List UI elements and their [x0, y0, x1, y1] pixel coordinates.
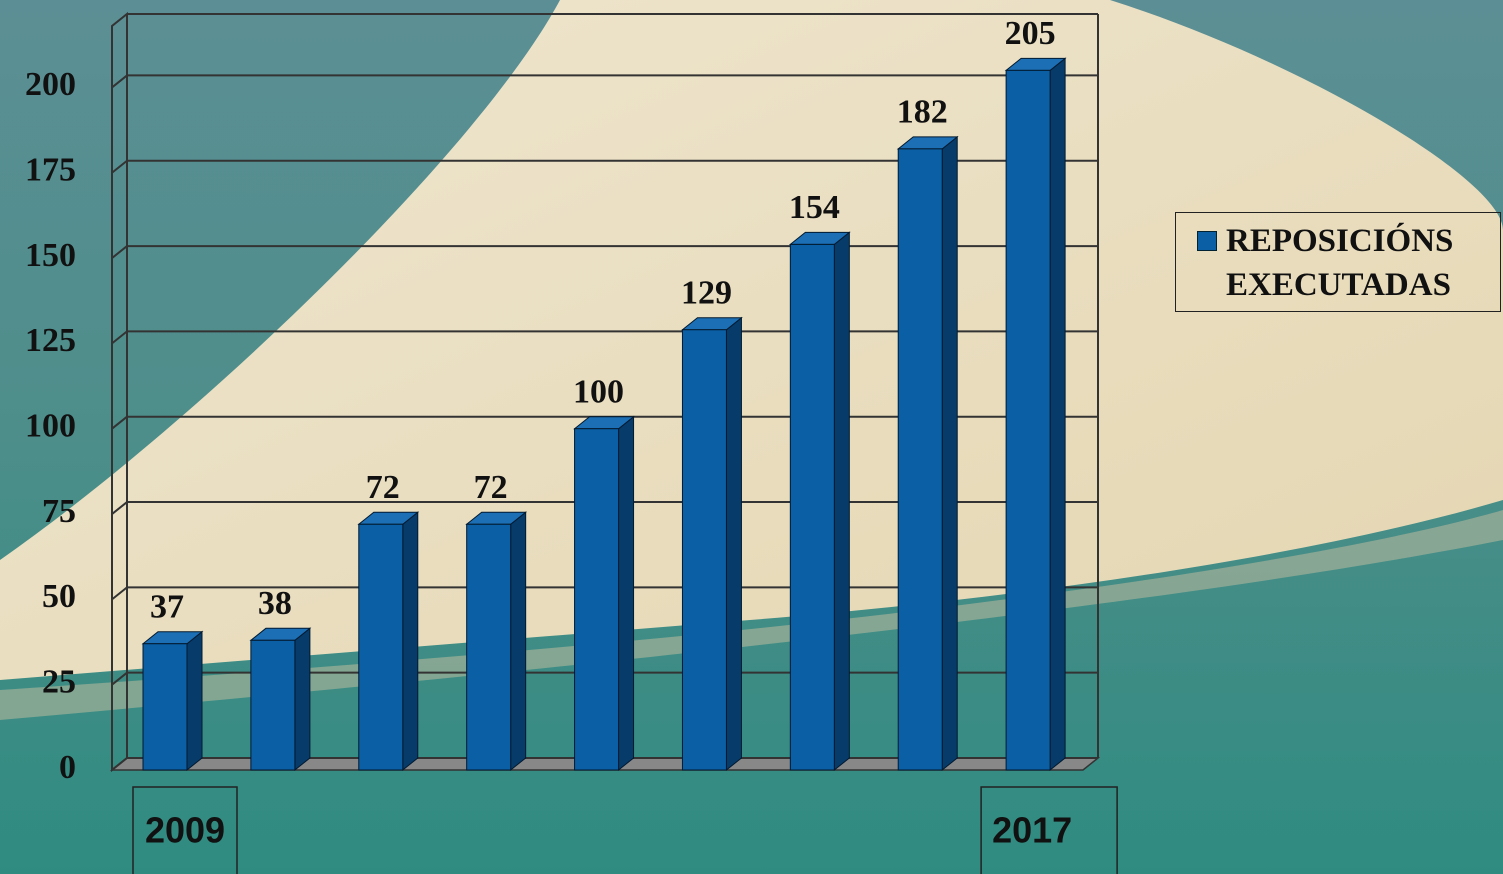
bar-side — [402, 511, 419, 772]
y-tick-label: 125 — [25, 322, 76, 359]
bar — [681, 329, 727, 771]
x-tick-label: 2009 — [145, 810, 225, 851]
category-box — [132, 786, 238, 874]
y-tick-label: 100 — [25, 408, 76, 445]
grid-line-side — [111, 757, 128, 771]
bar-side — [1049, 57, 1066, 772]
bar-side — [294, 627, 311, 772]
y-tick-label: 200 — [25, 66, 76, 103]
bar-side — [618, 415, 635, 772]
value-label: 182 — [897, 94, 948, 131]
grid-line-side — [111, 159, 128, 174]
plot: 0 25 50 75 100 125 150 175 200 37 2009 38 72 72 100 129… — [25, 11, 1118, 874]
y-tick-label: 0 — [59, 749, 76, 786]
bar — [897, 148, 943, 771]
value-label: 154 — [789, 189, 840, 226]
value-label: 129 — [681, 275, 732, 312]
grid-line-side — [111, 245, 128, 259]
bar — [789, 243, 835, 771]
bar-side — [833, 231, 850, 772]
bar — [1005, 69, 1051, 771]
legend-swatch — [1197, 231, 1217, 251]
legend-label: REPOSICIÓNS EXECUTADAS — [1226, 223, 1454, 303]
value-label: 205 — [1005, 15, 1056, 52]
grid-line-side — [111, 330, 128, 345]
grid-line-side — [111, 586, 128, 601]
y-tick-label: 50 — [42, 578, 76, 615]
bar-side — [186, 630, 203, 772]
bar — [574, 428, 620, 771]
grid-line-side — [111, 671, 128, 686]
bar — [142, 643, 188, 771]
value-label: 37 — [150, 589, 184, 626]
bar — [466, 523, 512, 771]
beach — [0, 0, 1503, 680]
category-box — [980, 786, 1118, 874]
bar — [358, 523, 404, 771]
bar-side — [725, 316, 742, 772]
bar — [250, 639, 296, 771]
value-label: 38 — [258, 585, 292, 622]
y-tick-label: 175 — [25, 152, 76, 189]
y-tick-label: 75 — [42, 493, 76, 530]
y-tick-label: 25 — [42, 663, 76, 700]
value-label: 72 — [366, 469, 400, 506]
grid-line-side — [111, 501, 128, 515]
legend: REPOSICIÓNS EXECUTADAS — [1175, 212, 1501, 312]
grid-line-side — [111, 415, 128, 430]
value-label: 100 — [573, 374, 624, 411]
y-tick-label: 150 — [25, 237, 76, 274]
grid-line-side — [111, 74, 128, 89]
bar-side — [510, 511, 527, 772]
bar-side — [941, 135, 958, 772]
value-label: 72 — [474, 469, 508, 506]
x-tick-label: 2017 — [992, 810, 1072, 851]
